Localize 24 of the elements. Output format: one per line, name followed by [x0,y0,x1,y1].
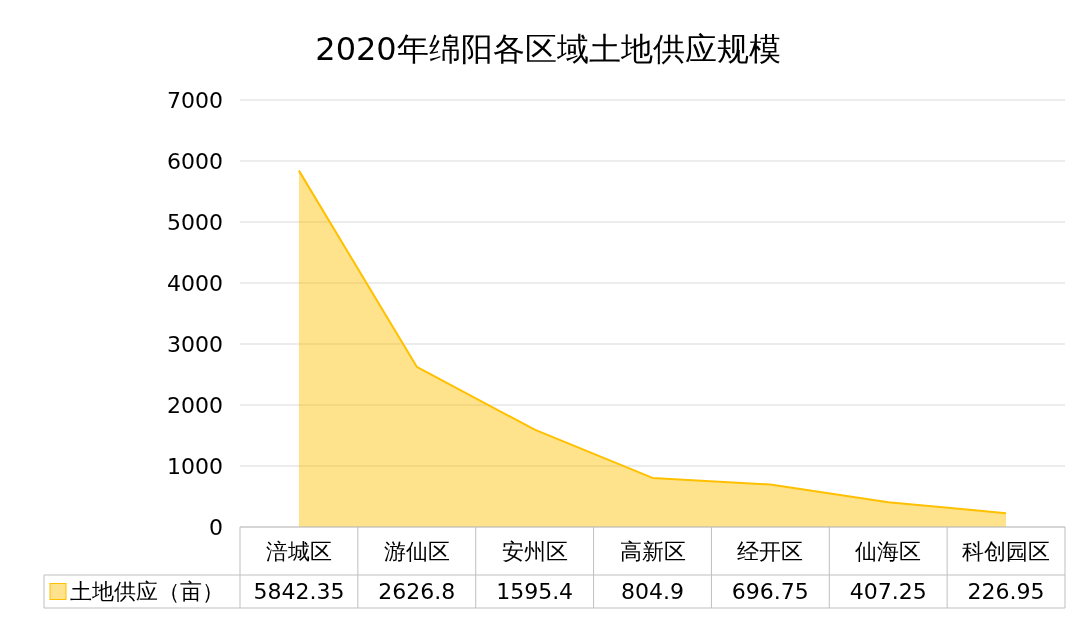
x-tick-label: 经开区 [737,538,804,564]
data-label: 2626.8 [378,579,456,605]
y-tick-label: 5000 [167,209,223,235]
y-tick-label: 0 [209,514,223,540]
y-tick-label: 1000 [167,453,223,479]
x-tick-label: 科创园区 [962,538,1051,564]
legend-label: 土地供应（亩） [70,579,224,605]
y-tick-label: 3000 [167,331,223,357]
x-tick-label: 安州区 [501,538,568,564]
data-label: 226.95 [967,579,1045,605]
y-tick-label: 4000 [167,270,223,296]
y-tick-label: 7000 [167,87,223,113]
data-label: 804.9 [621,579,684,605]
data-label: 5842.35 [253,579,345,605]
y-tick-label: 2000 [167,392,223,418]
data-label: 407.25 [849,579,927,605]
chart-title: 2020年绵阳各区域土地供应规模 [315,30,781,68]
y-tick-label: 6000 [167,148,223,174]
x-tick-label: 高新区 [619,538,686,564]
data-label: 1595.4 [496,579,574,605]
x-tick-label: 涪城区 [265,538,332,564]
x-tick-label: 仙海区 [855,538,922,564]
x-tick-label: 游仙区 [383,538,450,564]
data-label: 696.75 [731,579,809,605]
